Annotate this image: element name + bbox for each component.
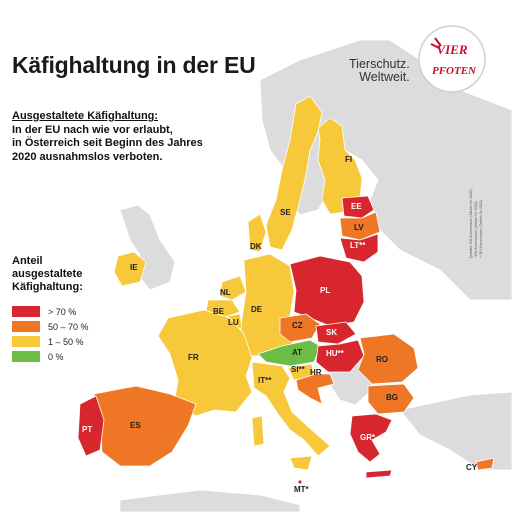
country-it-sardinia bbox=[251, 415, 265, 447]
label-at: AT bbox=[292, 348, 302, 357]
legend-item: 50 – 70 % bbox=[12, 319, 89, 334]
label-lt: LT** bbox=[350, 241, 366, 250]
description-line3: 2020 ausnahmslos verboten. bbox=[12, 150, 163, 163]
legend-title-line2: ausgestaltete bbox=[12, 268, 83, 280]
brand-tagline-line2: Weltweit. bbox=[359, 70, 410, 84]
label-hu: HU** bbox=[326, 349, 345, 358]
country-fr bbox=[157, 309, 253, 417]
legend-label: 1 – 50 % bbox=[48, 336, 84, 347]
page-title: Käfighaltung in der EU bbox=[12, 52, 256, 78]
country-pt bbox=[77, 395, 105, 457]
label-hr: HR bbox=[310, 368, 322, 377]
legend-title: Anteil ausgestaltete Käfighaltung: bbox=[12, 255, 83, 294]
legend-swatch bbox=[12, 306, 40, 317]
label-si: SI** bbox=[291, 365, 306, 374]
country-es bbox=[93, 385, 197, 467]
country-it bbox=[251, 361, 331, 457]
vier-pfoten-logo: VIER PFOTEN bbox=[417, 24, 487, 94]
label-ro: RO bbox=[376, 355, 388, 364]
country-gr-crete bbox=[365, 469, 393, 479]
country-labels: FI SE EE LV LT** DK IE NL BE LU DE PL CZ… bbox=[82, 155, 478, 494]
label-mt: MT* bbox=[294, 485, 310, 494]
source-credits: Quellen: EU-Kommission (Zahlen für 2020)… bbox=[466, 178, 496, 258]
label-se: SE bbox=[280, 208, 291, 217]
country-cz bbox=[279, 313, 321, 343]
label-sk: SK bbox=[326, 328, 337, 337]
legend-swatch bbox=[12, 321, 40, 332]
country-mt bbox=[297, 479, 303, 485]
brand-tagline: Tierschutz. Weltweit. bbox=[349, 58, 410, 84]
label-ie: IE bbox=[130, 263, 138, 272]
label-it: IT** bbox=[258, 376, 272, 385]
brand-tagline-line1: Tierschutz. bbox=[349, 57, 410, 71]
country-cy bbox=[475, 457, 495, 471]
country-ee bbox=[341, 195, 375, 219]
label-dk: DK bbox=[250, 242, 262, 251]
legend-swatch bbox=[12, 336, 40, 347]
legend-label: 0 % bbox=[48, 351, 64, 362]
country-dk bbox=[247, 213, 267, 253]
label-nl: NL bbox=[220, 288, 231, 297]
country-hu bbox=[315, 339, 365, 373]
country-lt bbox=[339, 233, 379, 263]
description-line1: In der EU nach wie vor erlaubt, bbox=[12, 123, 173, 136]
legend-title-line3: Käfighaltung: bbox=[12, 281, 83, 293]
description-line2: in Österreich seit Beginn des Jahres bbox=[12, 137, 203, 149]
label-ee: EE bbox=[351, 202, 362, 211]
label-be: BE bbox=[213, 307, 225, 316]
credits-line3: ** EU-Kommission (Zahlen für 2021) bbox=[479, 200, 483, 258]
country-it-sicily bbox=[289, 455, 313, 471]
label-pt: PT bbox=[82, 425, 92, 434]
country-de bbox=[239, 253, 297, 357]
legend: > 70 % 50 – 70 % 1 – 50 % 0 % bbox=[12, 304, 89, 364]
label-lu: LU bbox=[228, 318, 239, 327]
label-de: DE bbox=[251, 305, 263, 314]
legend-label: > 70 % bbox=[48, 306, 77, 317]
country-bg bbox=[367, 383, 415, 415]
country-lv bbox=[339, 211, 381, 241]
description: Ausgestaltete Käfighaltung: In der EU na… bbox=[12, 110, 203, 164]
legend-item: 0 % bbox=[12, 349, 89, 364]
country-hr bbox=[295, 373, 335, 405]
label-cz: CZ bbox=[292, 321, 303, 330]
description-heading: Ausgestaltete Käfighaltung: bbox=[12, 110, 159, 122]
label-bg: BG bbox=[386, 393, 398, 402]
label-lv: LV bbox=[354, 223, 364, 232]
country-shapes bbox=[77, 95, 495, 485]
label-es: ES bbox=[130, 421, 141, 430]
country-pl bbox=[289, 255, 365, 327]
label-gr: GR* bbox=[360, 433, 376, 442]
legend-item: > 70 % bbox=[12, 304, 89, 319]
legend-label: 50 – 70 % bbox=[48, 321, 89, 332]
credits-line2: * EU-Kommission (Zahlen für 2018) bbox=[474, 201, 478, 258]
country-gr bbox=[349, 413, 393, 463]
country-ro bbox=[357, 333, 419, 385]
label-pl: PL bbox=[320, 286, 330, 295]
logo-text-bottom: PFOTEN bbox=[432, 65, 477, 77]
legend-swatch bbox=[12, 351, 40, 362]
label-fr: FR bbox=[188, 353, 199, 362]
country-sk bbox=[315, 321, 357, 345]
legend-title-line1: Anteil bbox=[12, 255, 43, 267]
country-nl bbox=[219, 275, 247, 301]
country-ie bbox=[113, 251, 147, 287]
label-cy: CY bbox=[466, 463, 478, 472]
logo-text-top: VIER bbox=[436, 42, 467, 57]
label-fi: FI bbox=[345, 155, 352, 164]
country-se bbox=[265, 95, 323, 251]
legend-item: 1 – 50 % bbox=[12, 334, 89, 349]
credits-line1: Quellen: EU-Kommission (Zahlen für 2020) bbox=[469, 189, 473, 258]
